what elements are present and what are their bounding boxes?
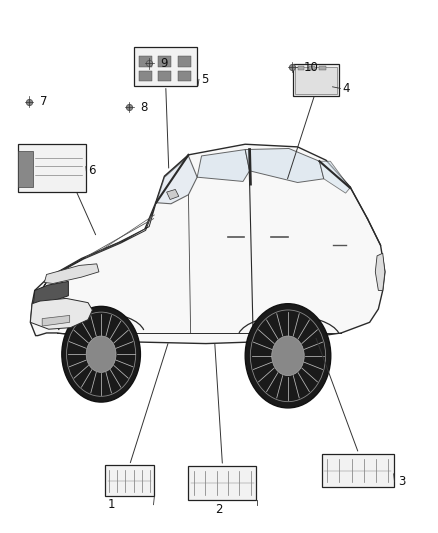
- Bar: [177, 56, 191, 67]
- FancyBboxPatch shape: [18, 144, 86, 192]
- Bar: [139, 71, 152, 82]
- Circle shape: [245, 304, 331, 408]
- Polygon shape: [197, 150, 250, 181]
- FancyBboxPatch shape: [188, 466, 256, 500]
- Polygon shape: [166, 189, 179, 199]
- Polygon shape: [375, 253, 385, 290]
- Circle shape: [62, 306, 141, 402]
- Bar: [319, 66, 326, 70]
- Polygon shape: [319, 161, 350, 193]
- Polygon shape: [44, 264, 99, 284]
- Text: 5: 5: [201, 73, 208, 86]
- Bar: [297, 66, 304, 70]
- Text: 10: 10: [303, 61, 318, 74]
- Bar: [158, 71, 171, 82]
- Polygon shape: [33, 281, 68, 304]
- Text: 9: 9: [160, 57, 168, 70]
- Polygon shape: [156, 156, 197, 204]
- Polygon shape: [30, 298, 92, 329]
- FancyBboxPatch shape: [293, 64, 339, 96]
- Bar: [139, 56, 152, 67]
- Polygon shape: [42, 316, 70, 326]
- Text: 7: 7: [40, 95, 47, 108]
- FancyBboxPatch shape: [106, 465, 153, 496]
- FancyBboxPatch shape: [134, 47, 197, 86]
- Bar: [308, 66, 315, 70]
- Polygon shape: [245, 149, 324, 182]
- Text: 1: 1: [108, 498, 115, 511]
- FancyBboxPatch shape: [18, 151, 33, 187]
- Polygon shape: [30, 144, 385, 344]
- Text: 6: 6: [88, 164, 95, 177]
- Bar: [158, 56, 171, 67]
- Text: 4: 4: [342, 82, 350, 95]
- Text: 2: 2: [215, 504, 222, 516]
- Text: 3: 3: [398, 475, 406, 488]
- Polygon shape: [42, 203, 156, 289]
- Text: 8: 8: [141, 101, 148, 114]
- Circle shape: [272, 336, 304, 376]
- Bar: [177, 71, 191, 82]
- Circle shape: [86, 336, 116, 373]
- FancyBboxPatch shape: [321, 454, 394, 487]
- FancyBboxPatch shape: [295, 67, 337, 94]
